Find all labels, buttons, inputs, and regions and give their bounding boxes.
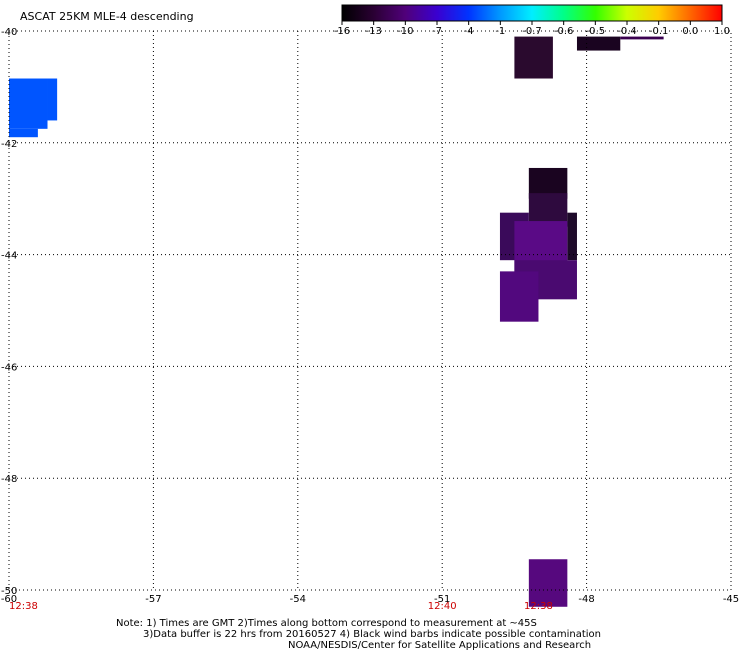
colorbar-tick-label: -4 [464,26,474,37]
y-tick-label: -44 [1,251,17,262]
colorbar-tick-label: -16 [334,26,350,37]
data-cells-layer [9,36,664,607]
colorbar-tick-label: -7 [432,26,442,37]
data-cell-5 [620,36,664,40]
data-cell-9 [567,212,577,261]
time-label: 12:40 [428,601,457,612]
colorbar-tick-label: 0.0 [682,26,698,37]
colorbar-tick-label: -10 [397,26,413,37]
data-cell-12 [499,271,539,322]
colorbar-tick-label: -0.4 [617,26,637,37]
gridlines [8,30,732,591]
x-tick-label: -51 [434,594,450,605]
y-tick-label: -40 [1,27,17,38]
colorbar-tick-label: -0.7 [522,26,542,37]
data-cell-13 [528,559,568,607]
data-cell-0 [9,78,48,129]
colorbar-gradient [341,4,723,22]
colorbar-tick-label: 1.0 [714,26,730,37]
data-cell-2 [9,128,38,138]
note-line-2: 3)Data buffer is 22 hrs from 20160527 4)… [143,629,601,640]
note-line-1: Note: 1) Times are GMT 2)Times along bot… [116,618,537,629]
data-cell-4 [576,36,621,51]
x-tick-label: -60 [1,594,17,605]
colorbar-tick-label: -0.1 [649,26,669,37]
colorbar-tick-label: -13 [365,26,381,37]
time-labels: 12:38 12:40 12:38 [9,601,553,612]
time-label: 12:38 [9,601,38,612]
colorbar-tick-label: -0.5 [586,26,606,37]
colorbar-tick-label: -0.6 [554,26,574,37]
note-line-3: NOAA/NESDIS/Center for Satellite Applica… [288,640,591,650]
axis-tick-labels: -60 -57 -54 -51 -48 -45 -40 -42 -44 -46 -48 -50 [1,27,739,605]
colorbar: -16 -13 -10 -7 -4 -1 -0.7 -0.6 -0.5 -0.4 -0.1 0.0 1.… [334,4,730,37]
x-tick-label: -48 [578,594,594,605]
y-tick-label: -42 [1,139,17,150]
time-label: 12:38 [524,601,553,612]
x-tick-label: -45 [723,594,739,605]
plot-frame [8,30,732,591]
y-tick-label: -48 [1,474,17,485]
y-tick-label: -50 [1,586,17,597]
chart-title: ASCAT 25KM MLE-4 descending [20,10,194,23]
x-tick-label: -54 [290,594,306,605]
colorbar-tick-label: -1 [495,26,505,37]
y-tick-label: -46 [1,362,17,373]
data-cell-3 [514,36,553,79]
data-cell-1 [47,78,58,121]
x-tick-label: -57 [145,594,161,605]
